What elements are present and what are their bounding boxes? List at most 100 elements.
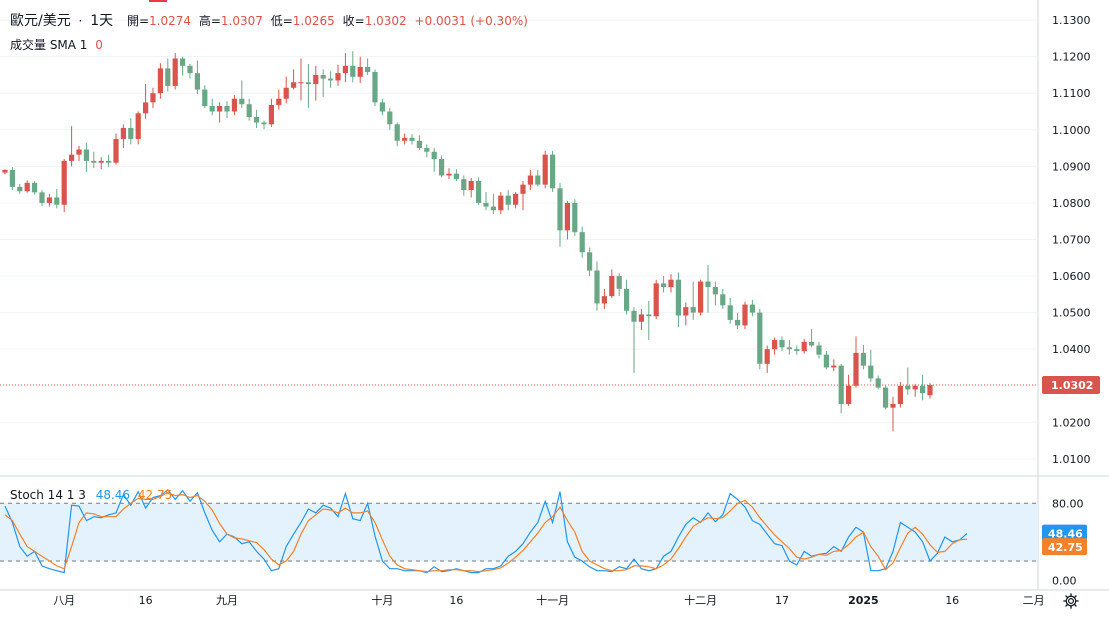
- candle: [801, 338, 807, 354]
- candle-body: [690, 307, 696, 313]
- candle: [150, 87, 156, 108]
- candle-body: [17, 186, 23, 192]
- candle-body: [261, 122, 267, 125]
- candle-body: [550, 154, 556, 189]
- candle: [594, 261, 600, 311]
- candle: [283, 76, 289, 104]
- candle: [646, 300, 652, 341]
- candle: [224, 101, 230, 119]
- candle-body: [2, 170, 8, 173]
- candle: [231, 95, 237, 116]
- candle: [135, 111, 141, 145]
- candle: [483, 191, 489, 211]
- stoch-pane: [0, 488, 1038, 574]
- candle: [631, 307, 637, 373]
- stoch-k-badge-text: 48.46: [1048, 528, 1083, 541]
- candle-body: [609, 276, 615, 297]
- candle-body: [705, 281, 711, 288]
- candle: [24, 180, 30, 193]
- symbol-name[interactable]: 歐元/美元: [10, 13, 71, 29]
- price-grid: [0, 0, 1109, 591]
- candle-body: [661, 283, 667, 288]
- stoch-legend[interactable]: Stoch 14 1 3 48.46 42.75: [10, 488, 172, 502]
- candle: [698, 279, 704, 316]
- candle: [727, 297, 733, 324]
- candle: [809, 329, 815, 348]
- candle: [194, 60, 200, 94]
- candle-body: [416, 140, 422, 149]
- candle-body: [120, 127, 126, 139]
- candle-body: [483, 202, 489, 207]
- candle-body: [757, 312, 763, 364]
- time-tick-label: 16: [139, 594, 153, 607]
- candle: [357, 56, 363, 83]
- candle-body: [601, 296, 607, 304]
- gear-icon[interactable]: [1062, 592, 1080, 610]
- candle: [76, 145, 82, 161]
- candle: [653, 279, 659, 320]
- candle-body: [231, 98, 237, 112]
- candle: [254, 109, 260, 128]
- candle-body: [786, 347, 792, 350]
- time-tick-label: 十月: [371, 593, 393, 607]
- separator-dot: ·: [78, 14, 83, 28]
- candle-body: [350, 65, 356, 77]
- price-tick-label: 1.1100: [1052, 87, 1091, 100]
- candle-body: [291, 82, 297, 88]
- candle-body: [76, 149, 82, 155]
- candle-body: [39, 192, 45, 203]
- candle-body: [379, 102, 385, 112]
- volume-legend[interactable]: 成交量 SMA 1 0: [10, 36, 107, 53]
- candle-body: [365, 66, 371, 73]
- candle-body: [180, 58, 186, 66]
- candle: [683, 302, 689, 326]
- candle: [897, 382, 903, 408]
- candle: [446, 168, 452, 180]
- candle: [54, 189, 60, 209]
- high-value: 1.0307: [220, 14, 263, 28]
- price-tick-label: 1.0200: [1052, 416, 1091, 429]
- candle-body: [61, 160, 67, 205]
- candle: [291, 69, 297, 90]
- interval-label[interactable]: 1天: [90, 13, 114, 29]
- candle-body: [505, 195, 511, 205]
- candle: [328, 71, 334, 88]
- candle: [83, 142, 89, 172]
- candle-body: [897, 385, 903, 405]
- candle: [572, 199, 578, 236]
- last-price-badge-text: 1.0302: [1051, 379, 1093, 392]
- open-value: 1.0274: [149, 14, 192, 28]
- stoch-d-value: 42.75: [137, 488, 173, 502]
- candle: [453, 169, 459, 181]
- candle: [320, 69, 326, 97]
- candle-body: [890, 404, 896, 408]
- candle-body: [564, 202, 570, 231]
- stoch-k-value: 48.46: [95, 488, 131, 502]
- candle: [91, 151, 97, 169]
- candle: [742, 301, 748, 330]
- candle-body: [572, 202, 578, 233]
- time-tick-label: 八月: [53, 594, 75, 607]
- candle-body: [387, 111, 393, 125]
- candlestick-series: [2, 51, 933, 432]
- candle: [387, 107, 393, 130]
- candle-body: [320, 74, 326, 79]
- candle: [823, 351, 829, 370]
- candle: [498, 191, 504, 214]
- candle: [416, 135, 422, 150]
- candle: [268, 98, 274, 127]
- candle-body: [46, 197, 52, 203]
- candle-body: [217, 106, 223, 112]
- candle: [39, 190, 45, 206]
- candle-body: [335, 73, 341, 81]
- change-value: +0.0031 (+0.30%): [414, 14, 528, 28]
- candle: [513, 191, 519, 209]
- candle-body: [513, 193, 519, 205]
- low-value: 1.0265: [292, 14, 335, 28]
- candle-body: [683, 307, 689, 316]
- candle: [172, 53, 178, 90]
- candle: [98, 157, 104, 170]
- candle-body: [468, 180, 474, 191]
